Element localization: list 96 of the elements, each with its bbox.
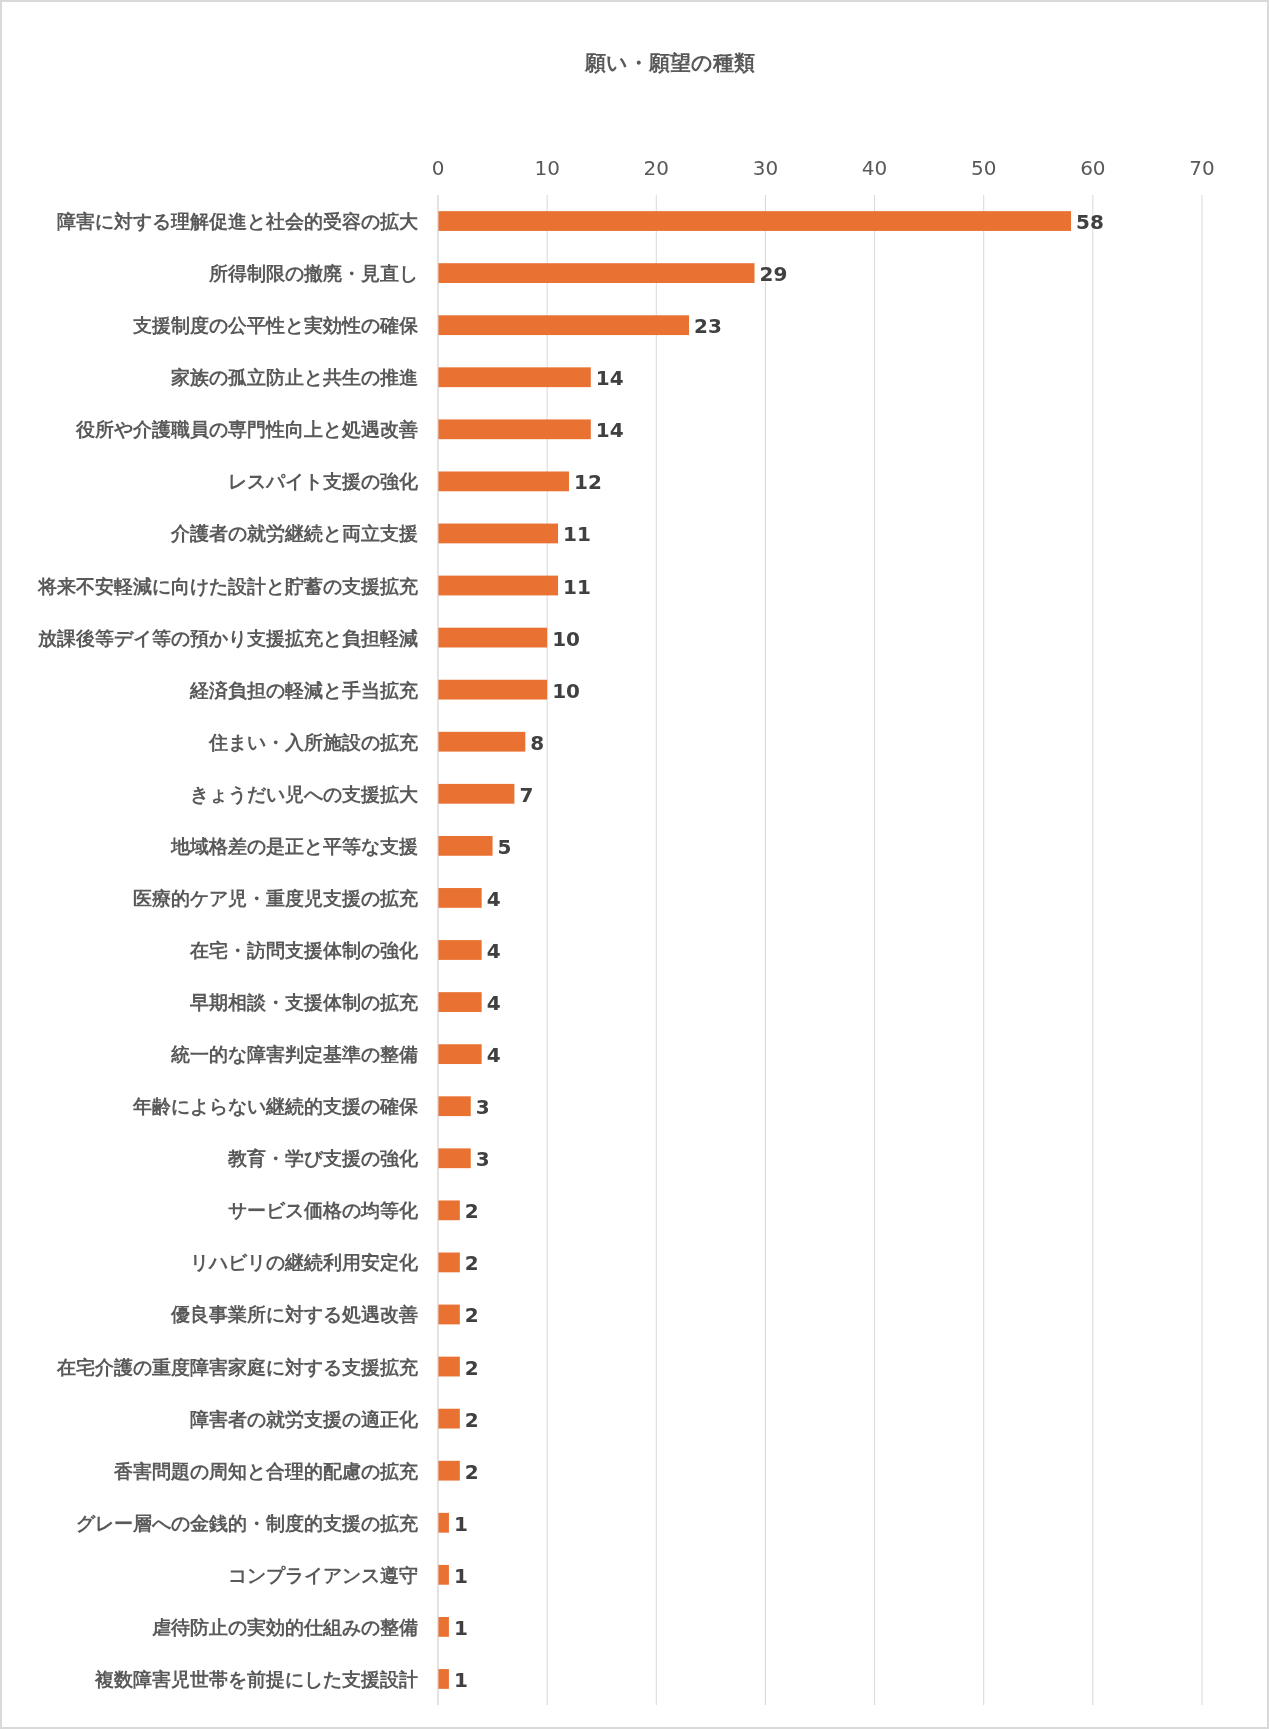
y-tick-label: きょうだい児への支援拡大	[190, 783, 419, 806]
data-label: 5	[497, 834, 512, 859]
y-tick-label: 在宅介護の重度障害家庭に対する支援拡充	[56, 1356, 419, 1378]
bar	[438, 263, 755, 283]
y-tick-label: 地域格差の是正と平等な支援	[170, 835, 418, 857]
y-tick-label: 年齢によらない継続的支援の確保	[132, 1096, 419, 1118]
bar	[438, 783, 515, 804]
bar	[438, 1096, 471, 1117]
data-label: 23	[694, 314, 722, 339]
bar	[438, 1304, 460, 1325]
bar	[438, 419, 591, 440]
y-tick-label: 香害問題の周知と合理的配慮の拡充	[113, 1460, 419, 1482]
x-tick-label: 20	[643, 156, 670, 180]
bar	[438, 575, 559, 596]
y-tick-label: 障害に対する理解促進と社会的受容の拡大	[57, 211, 419, 233]
y-tick-label: 所得制限の撤廃・見直し	[208, 263, 418, 285]
bar	[438, 835, 493, 856]
y-tick-label: 経済負担の軽減と手当拡充	[189, 679, 419, 701]
data-label: 10	[552, 626, 580, 651]
y-tick-label: 役所や介護職員の専門性向上と処遇改善	[75, 419, 418, 441]
y-tick-label: 在宅・訪問支援体制の強化	[189, 940, 419, 961]
data-label: 2	[464, 1303, 479, 1328]
bar	[438, 1617, 449, 1637]
y-tick-label: 放課後等デイ等の預かり支援拡充と負担軽減	[37, 627, 418, 649]
y-tick-label: 統一的な障害判定基準の整備	[170, 1044, 418, 1066]
bar	[438, 1044, 482, 1065]
bar	[438, 679, 548, 700]
data-label: 4	[486, 886, 501, 911]
y-tick-label: 早期相談・支援体制の拡充	[189, 992, 419, 1014]
data-label: 14	[595, 418, 624, 443]
data-label: 14	[595, 366, 624, 391]
bar	[438, 888, 482, 908]
bar	[438, 627, 548, 648]
data-label: 7	[519, 782, 534, 807]
data-label: 4	[486, 1043, 501, 1068]
bar	[438, 1512, 449, 1533]
data-label: 2	[464, 1407, 479, 1432]
bar	[438, 211, 1072, 231]
data-label: 2	[464, 1199, 479, 1224]
y-tick-label: レスパイト支援の強化	[228, 471, 419, 493]
y-tick-label: 医療的ケア児・重度児支援の拡充	[133, 887, 419, 909]
y-tick-label: 支援制度の公平性と実効性の確保	[132, 315, 419, 337]
x-tick-label: 40	[861, 156, 888, 180]
data-label: 3	[475, 1095, 490, 1120]
x-tick-label: 60	[1080, 156, 1106, 180]
data-label: 2	[464, 1251, 479, 1276]
data-label: 2	[464, 1355, 479, 1380]
bar	[438, 471, 569, 492]
bar	[438, 1252, 460, 1273]
bar	[438, 1460, 460, 1481]
bar	[438, 523, 559, 544]
y-tick-label: 障害者の就労支援の適正化	[190, 1408, 419, 1430]
data-label: 12	[573, 470, 602, 495]
bar	[438, 1148, 471, 1169]
bar	[438, 1200, 460, 1221]
y-tick-label: 将来不安軽減に向けた設計と貯蓄の支援拡充	[37, 575, 419, 597]
chart-title: 願い・願望の種類	[584, 51, 755, 75]
x-tick-label: 0	[431, 156, 445, 180]
bar	[438, 1669, 449, 1689]
bar	[438, 1564, 449, 1585]
y-tick-label: サービス価格の均等化	[228, 1200, 419, 1222]
y-tick-label: 住まい・入所施設の拡充	[208, 731, 419, 753]
data-label: 8	[530, 730, 545, 755]
data-label: 58	[1076, 210, 1104, 235]
y-tick-label: 家族の孤立防止と共生の推進	[170, 367, 418, 389]
data-label: 1	[453, 1667, 468, 1692]
bar	[438, 315, 690, 336]
data-label: 1	[453, 1511, 468, 1536]
data-label: 1	[453, 1563, 468, 1588]
data-label: 4	[486, 939, 501, 963]
data-label: 3	[475, 1147, 490, 1172]
x-tick-label: 30	[752, 156, 779, 180]
data-label: 29	[759, 262, 788, 287]
data-label: 2	[464, 1459, 479, 1484]
bar	[438, 1408, 460, 1429]
bar	[438, 1356, 460, 1377]
data-label: 11	[563, 522, 591, 547]
data-label: 1	[453, 1615, 468, 1640]
data-label: 4	[486, 991, 501, 1016]
bar	[438, 940, 482, 960]
x-tick-label: 70	[1189, 156, 1215, 180]
bar	[438, 992, 482, 1012]
y-tick-label: 複数障害児世帯を前提にした支援設計	[94, 1668, 418, 1690]
y-tick-label: 虐待防止の実効的仕組みの整備	[151, 1616, 418, 1638]
bar	[438, 367, 591, 388]
x-tick-label: 10	[534, 156, 560, 180]
y-tick-label: 優良事業所に対する処遇改善	[170, 1304, 418, 1326]
data-label: 10	[552, 678, 580, 703]
x-tick-label: 50	[970, 156, 997, 180]
bar	[438, 731, 526, 752]
y-tick-label: 介護者の就労継続と両立支援	[170, 523, 418, 545]
data-label: 11	[563, 574, 591, 599]
y-tick-label: 教育・学び支援の強化	[227, 1148, 419, 1170]
y-tick-label: コンプライアンス遵守	[228, 1564, 418, 1586]
y-tick-label: グレー層への金銭的・制度的支援の拡充	[76, 1512, 419, 1534]
y-tick-label: リハビリの継続利用安定化	[190, 1252, 419, 1274]
